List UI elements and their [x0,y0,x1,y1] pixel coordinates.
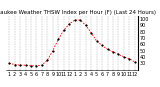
Title: Milwaukee Weather THSW Index per Hour (F) (Last 24 Hours): Milwaukee Weather THSW Index per Hour (F… [0,10,156,15]
